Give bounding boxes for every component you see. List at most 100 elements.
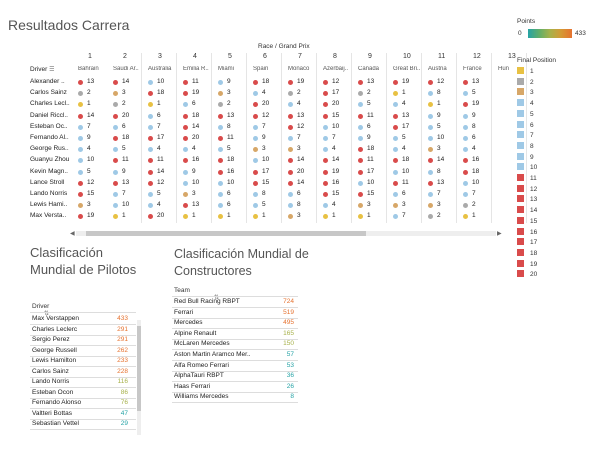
table-row[interactable]: Alpine Renault 165 [172,330,298,340]
horizontal-scrollbar[interactable] [76,231,496,236]
result-cell[interactable]: 3 [286,212,321,222]
legend-item[interactable]: 13 [517,195,537,205]
result-cell[interactable]: 7 [76,123,111,133]
result-cell[interactable]: 14 [426,156,461,166]
table-row[interactable]: Max Verstappen 433 [30,315,136,325]
result-cell[interactable]: 19 [76,212,111,222]
result-cell[interactable]: 2 [426,212,461,222]
result-cell[interactable]: 1 [356,212,391,222]
result-cell[interactable]: 18 [461,168,496,178]
result-cell[interactable]: 3 [216,89,251,99]
result-cell[interactable]: 11 [356,156,391,166]
result-cell[interactable]: 19 [181,89,216,99]
result-cell[interactable]: 18 [391,156,426,166]
result-cell[interactable]: 16 [216,168,251,178]
result-cell[interactable]: 20 [251,100,286,110]
result-cell[interactable]: 9 [426,112,461,122]
table-row[interactable]: Haas Ferrari 26 [172,383,298,393]
legend-item[interactable]: 7 [517,131,534,141]
result-cell[interactable]: 17 [356,168,391,178]
result-cell[interactable]: 5 [356,100,391,110]
legend-item[interactable]: 1 [517,67,534,77]
result-cell[interactable]: 8 [216,123,251,133]
result-cell[interactable]: 6 [356,123,391,133]
result-cell[interactable]: 11 [356,112,391,122]
result-cell[interactable]: 20 [286,168,321,178]
result-cell[interactable]: 2 [111,100,146,110]
legend-item[interactable]: 2 [517,77,534,88]
result-cell[interactable]: 1 [76,100,111,110]
legend-item[interactable]: 4 [517,99,534,109]
table-row[interactable]: Fernando Alonso 76 [30,399,136,409]
result-cell[interactable]: 7 [426,190,461,200]
result-cell[interactable]: 14 [286,179,321,189]
result-cell[interactable]: 18 [216,156,251,166]
result-cell[interactable]: 14 [181,123,216,133]
result-cell[interactable]: 1 [216,212,251,222]
result-cell[interactable]: 11 [146,156,181,166]
table-row[interactable]: Mercedes 495 [172,319,298,329]
result-cell[interactable]: 10 [181,179,216,189]
result-cell[interactable]: 9 [251,134,286,144]
scroll-right-icon[interactable]: ▶ [497,231,502,237]
result-cell[interactable]: 2 [461,201,496,211]
result-cell[interactable]: 3 [251,145,286,155]
result-cell[interactable]: 14 [76,112,111,122]
result-cell[interactable]: 6 [146,112,181,122]
result-cell[interactable]: 1 [461,212,496,222]
result-cell[interactable]: 1 [251,212,286,222]
table-row[interactable]: Charles Leclerc 291 [30,326,136,336]
result-cell[interactable]: 14 [111,78,146,88]
result-cell[interactable]: 8 [461,123,496,133]
result-cell[interactable]: 7 [111,190,146,200]
result-cell[interactable]: 9 [181,168,216,178]
result-cell[interactable]: 12 [146,179,181,189]
result-cell[interactable]: 8 [426,89,461,99]
result-cell[interactable]: 7 [286,134,321,144]
result-cell[interactable]: 13 [461,78,496,88]
table-row[interactable]: Sergio Perez 291 [30,336,136,346]
result-cell[interactable]: 13 [426,179,461,189]
result-cell[interactable]: 10 [391,168,426,178]
table-row[interactable]: Williams Mercedes 8 [172,393,298,403]
table-row[interactable]: Red Bull Racing RBPT 724 [172,298,298,308]
result-cell[interactable]: 16 [181,156,216,166]
table-row[interactable]: Lewis Hamilton 233 [30,357,136,367]
result-cell[interactable]: 9 [216,78,251,88]
legend-item[interactable]: 12 [517,184,537,195]
result-cell[interactable]: 4 [251,89,286,99]
result-cell[interactable]: 13 [356,78,391,88]
result-cell[interactable]: 5 [461,89,496,99]
table-row[interactable]: Carlos Sainz 228 [30,368,136,378]
result-cell[interactable]: 10 [216,179,251,189]
result-cell[interactable]: 7 [391,212,426,222]
result-cell[interactable]: 20 [321,100,356,110]
result-cell[interactable]: 2 [216,100,251,110]
result-cell[interactable]: 3 [426,145,461,155]
result-cell[interactable]: 6 [216,201,251,211]
legend-item[interactable]: 10 [517,163,537,173]
result-cell[interactable]: 19 [391,78,426,88]
scrollbar-thumb[interactable] [137,326,141,411]
table-row[interactable]: Valtteri Bottas 47 [30,410,136,420]
result-cell[interactable]: 11 [216,134,251,144]
result-cell[interactable]: 3 [286,145,321,155]
result-cell[interactable]: 10 [76,156,111,166]
vertical-scrollbar[interactable] [137,320,141,435]
result-cell[interactable]: 17 [251,168,286,178]
result-cell[interactable]: 11 [181,78,216,88]
result-cell[interactable]: 20 [111,112,146,122]
legend-item[interactable]: 11 [517,174,537,184]
result-cell[interactable]: 13 [181,201,216,211]
result-cell[interactable]: 18 [146,89,181,99]
result-cell[interactable]: 6 [461,134,496,144]
result-cell[interactable]: 18 [111,134,146,144]
result-cell[interactable]: 9 [461,112,496,122]
result-cell[interactable]: 1 [146,100,181,110]
result-cell[interactable]: 19 [321,168,356,178]
result-cell[interactable]: 1 [321,212,356,222]
result-cell[interactable]: 4 [321,145,356,155]
result-cell[interactable]: 12 [76,179,111,189]
result-cell[interactable]: 2 [286,89,321,99]
result-cell[interactable]: 13 [111,179,146,189]
